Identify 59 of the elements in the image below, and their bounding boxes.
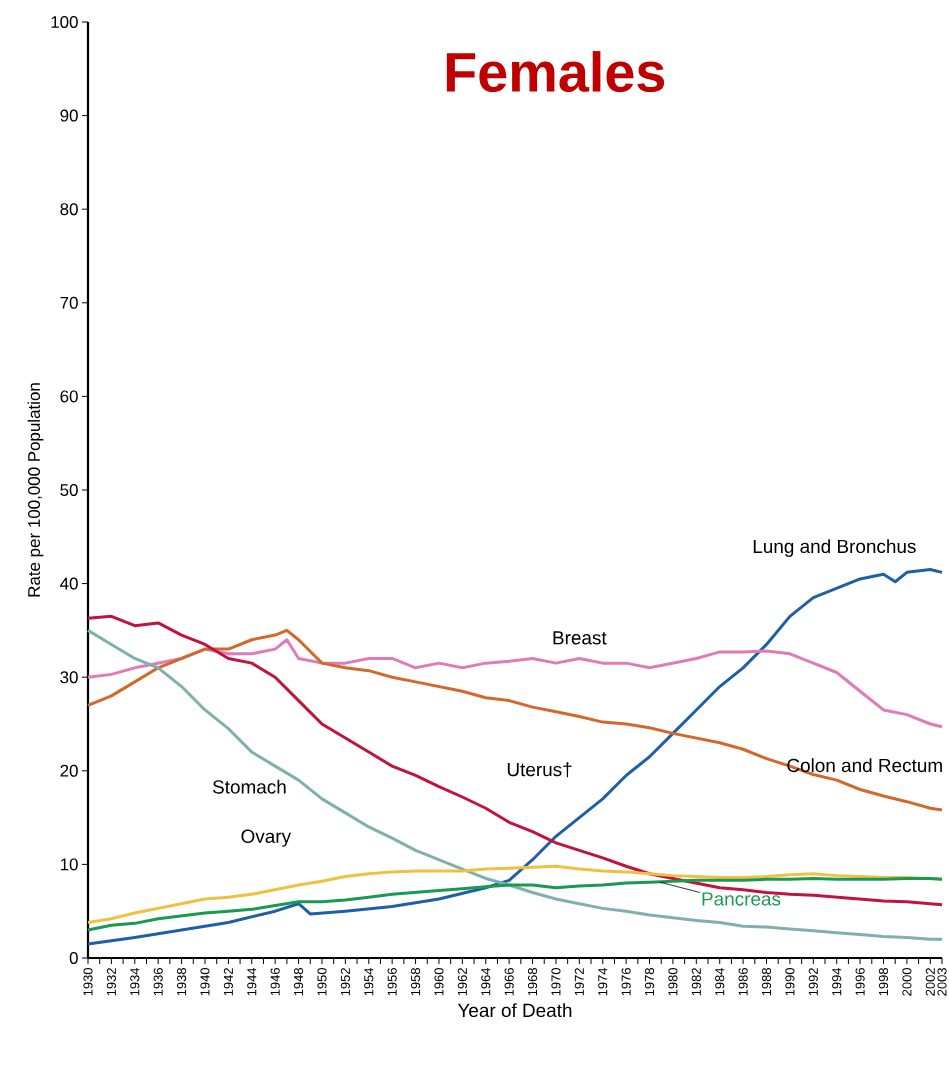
x-tick-label: 1936 [153, 968, 163, 996]
x-tick-label: 1998 [878, 968, 889, 996]
x-tick-label: 2002 [925, 968, 935, 996]
series-label: Uterus† [507, 762, 572, 778]
y-tick-label: 100 [51, 15, 78, 28]
x-tick-label: 1942 [223, 968, 233, 996]
x-tick-label: 1962 [457, 968, 467, 996]
x-tick-label: 1950 [317, 968, 327, 996]
x-tick-label: 1994 [832, 967, 842, 996]
y-tick-label: 40 [60, 577, 78, 590]
x-tick-label: 1982 [691, 968, 701, 996]
chart-title: Females [446, 51, 665, 93]
x-tick-label: 1966 [504, 968, 514, 996]
x-tick-label: 1968 [527, 968, 538, 996]
x-tick-label: 1974 [598, 967, 608, 996]
x-tick-label: 1976 [621, 968, 631, 996]
y-tick-label: 80 [60, 203, 78, 216]
x-tick-label: 1978 [644, 968, 655, 996]
x-tick-label: 1960 [434, 968, 444, 996]
x-tick-label: 1984 [715, 967, 725, 996]
x-tick-label: 1946 [270, 968, 280, 996]
y-tick-label: 10 [60, 858, 78, 871]
x-tick-label: 1988 [761, 968, 772, 996]
series-label: Stomach [212, 779, 286, 794]
x-tick-label: 1970 [551, 968, 561, 996]
y-tick-label: 90 [60, 109, 78, 122]
x-tick-label: 1952 [340, 968, 350, 996]
x-tick-label: 1980 [668, 968, 678, 996]
x-tick-label: 2000 [902, 968, 912, 996]
x-tick-label: 1944 [247, 967, 257, 996]
x-tick-label: 1940 [200, 968, 210, 996]
y-axis-title: Rate per 100,000 Population [27, 383, 44, 597]
y-tick-label: 30 [60, 671, 78, 684]
series-label: Pancreas [702, 892, 781, 906]
series-label: Breast [553, 631, 607, 645]
x-tick-label: 1954 [364, 967, 374, 996]
x-tick-label: 1956 [387, 968, 397, 996]
y-tick-label: 60 [60, 390, 78, 403]
x-tick-label: 1932 [106, 968, 116, 996]
x-tick-label: 1990 [785, 968, 795, 996]
text: Ovary [241, 829, 292, 847]
x-tick-label: 1992 [808, 968, 818, 996]
x-tick-label: 1986 [738, 968, 748, 996]
x-tick-label: 1996 [855, 968, 865, 996]
y-tick-label: 50 [60, 483, 78, 496]
y-tick-label: 0 [69, 951, 78, 964]
y-tick-label: 70 [60, 296, 78, 309]
x-tick-label: 1930 [83, 968, 93, 996]
x-tick-label: 1938 [177, 968, 187, 996]
y-tick-label: 20 [60, 764, 78, 777]
x-axis-title: Year of Death [457, 1003, 572, 1018]
x-tick-label: 1958 [410, 968, 421, 996]
x-tick-label: 1948 [293, 968, 304, 996]
x-tick-label: 2003 [937, 968, 947, 996]
x-tick-label: 1964 [481, 967, 491, 996]
series-label: Lung and Bronchus [753, 539, 916, 557]
series-label: Colon and Rectum [787, 758, 942, 773]
x-tick-label: 1934 [130, 967, 140, 996]
x-tick-label: 1972 [574, 968, 584, 996]
